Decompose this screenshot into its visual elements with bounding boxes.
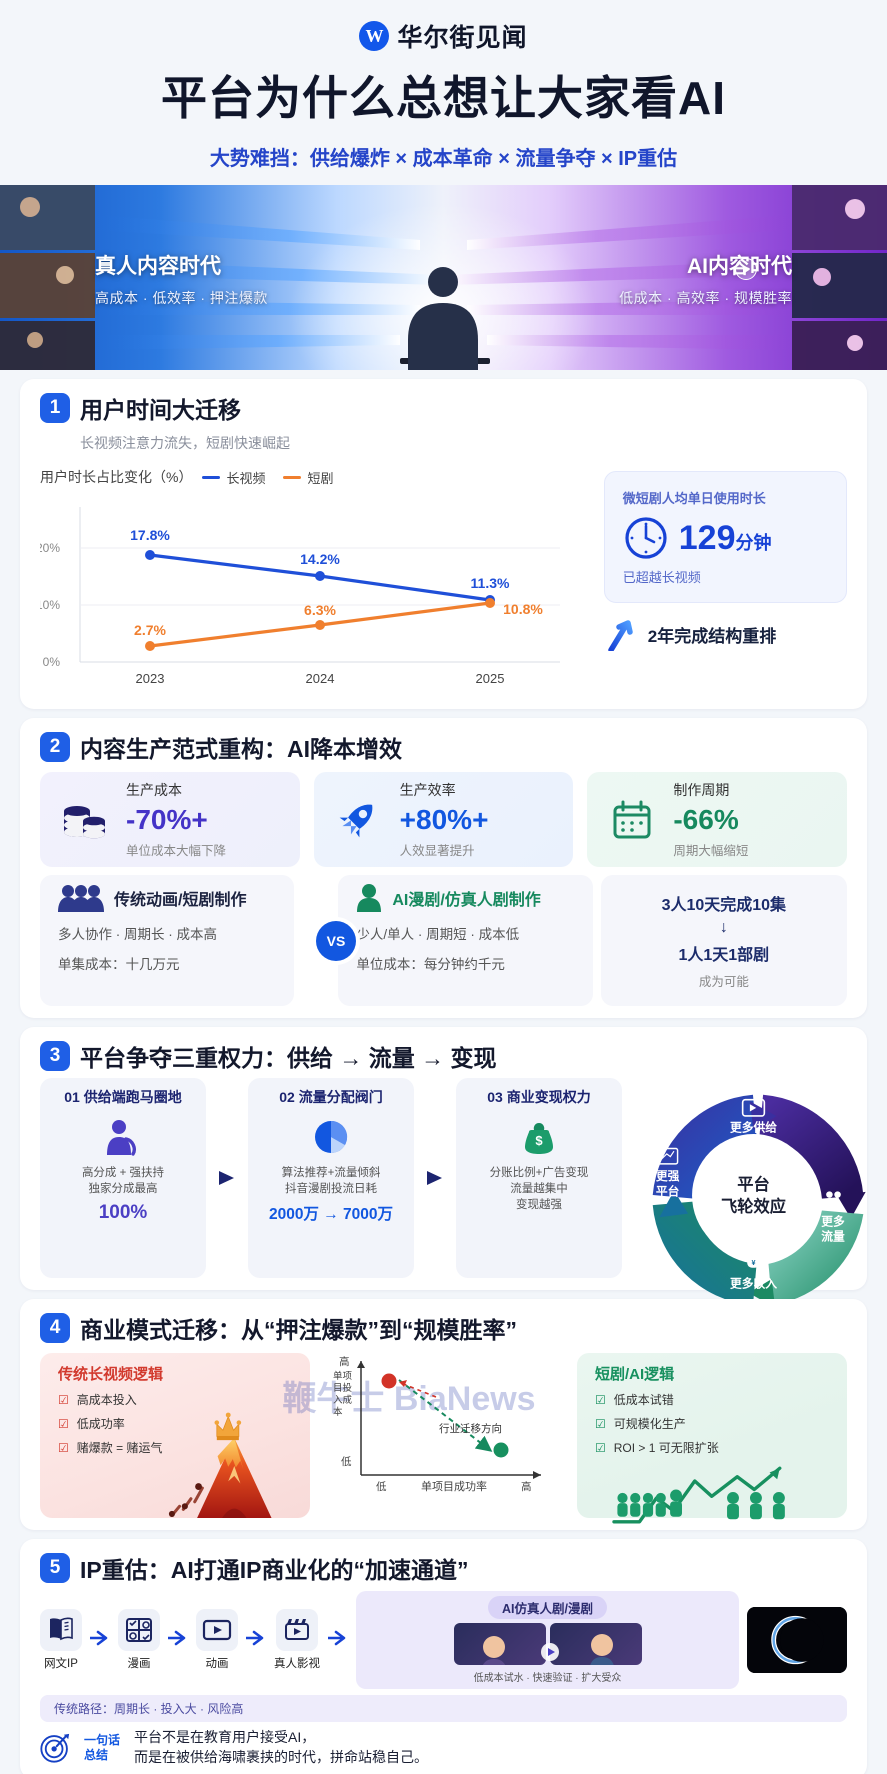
svg-text:飞轮效应: 飞轮效应 [721, 1197, 786, 1216]
svg-text:更强: 更强 [656, 1169, 680, 1183]
svg-text:0%: 0% [43, 655, 61, 669]
svg-text:10.8%: 10.8% [503, 601, 543, 617]
svg-text:平台: 平台 [656, 1185, 680, 1199]
svg-text:17.8%: 17.8% [130, 527, 170, 543]
svg-text:低: 低 [341, 1455, 352, 1468]
svg-text:更多收入: 更多收入 [730, 1277, 777, 1291]
svg-text:平台: 平台 [737, 1175, 770, 1194]
svg-text:高: 高 [339, 1355, 350, 1368]
svg-text:更多: 更多 [821, 1214, 845, 1228]
svg-text:入成: 入成 [333, 1394, 353, 1406]
svg-text:11.3%: 11.3% [471, 575, 510, 591]
svg-text:目投: 目投 [333, 1382, 353, 1394]
svg-text:低: 低 [376, 1480, 387, 1493]
svg-text:2024: 2024 [306, 671, 335, 686]
svg-text:2.7%: 2.7% [134, 622, 166, 638]
svg-text:¥: ¥ [751, 1258, 755, 1267]
svg-text:2025: 2025 [476, 671, 505, 686]
svg-text:更多供给: 更多供给 [730, 1120, 777, 1134]
svg-text:14.2%: 14.2% [300, 551, 340, 567]
svg-text:$: $ [535, 1133, 543, 1148]
svg-text:流量: 流量 [821, 1230, 845, 1244]
svg-text:2023: 2023 [136, 671, 165, 686]
svg-text:10%: 10% [40, 598, 60, 612]
svg-text:单项目成功率: 单项目成功率 [421, 1479, 487, 1493]
svg-text:行业迁移方向: 行业迁移方向 [439, 1422, 502, 1435]
svg-text:本: 本 [333, 1406, 343, 1418]
svg-text:高: 高 [521, 1480, 532, 1493]
svg-text:6.3%: 6.3% [304, 602, 336, 618]
svg-text:20%: 20% [40, 541, 60, 555]
svg-text:单项: 单项 [333, 1370, 353, 1382]
